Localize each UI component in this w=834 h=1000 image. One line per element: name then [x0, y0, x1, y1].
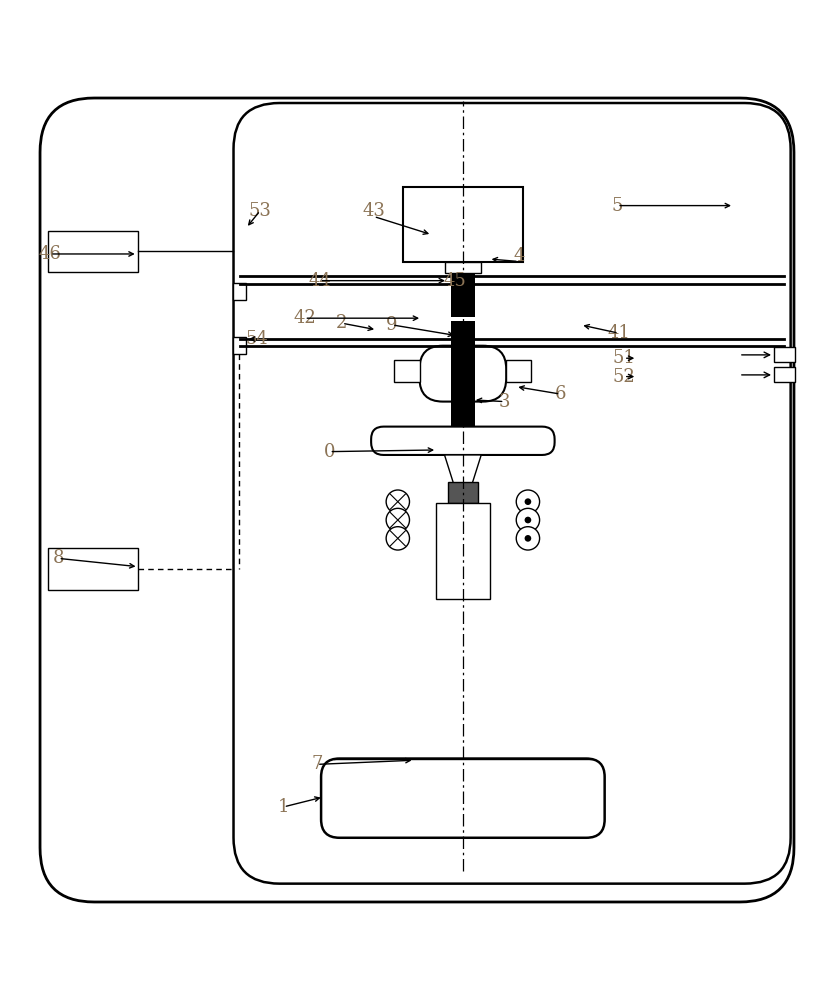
Text: 9: 9 [386, 316, 398, 334]
FancyBboxPatch shape [420, 346, 506, 402]
Text: 8: 8 [53, 549, 64, 567]
Circle shape [525, 535, 531, 542]
Circle shape [386, 490, 409, 513]
FancyBboxPatch shape [321, 759, 605, 838]
Bar [451, 273, 475, 317]
Circle shape [516, 508, 540, 532]
Text: 4: 4 [513, 247, 525, 265]
Circle shape [516, 490, 540, 513]
Text: 0: 0 [324, 443, 335, 461]
Circle shape [525, 498, 531, 505]
Text: 42: 42 [293, 309, 316, 327]
Circle shape [516, 527, 540, 550]
FancyBboxPatch shape [371, 427, 555, 455]
Polygon shape [445, 455, 481, 487]
Bar [448, 482, 478, 503]
Bar [506, 360, 531, 382]
Bar [233, 337, 246, 354]
Text: 41: 41 [607, 324, 631, 342]
Circle shape [386, 527, 409, 550]
Text: 52: 52 [612, 368, 636, 386]
Bar [233, 283, 246, 300]
Bar [774, 367, 795, 382]
Text: 1: 1 [278, 798, 289, 816]
Text: 6: 6 [555, 385, 566, 403]
Text: 3: 3 [499, 393, 510, 411]
Text: 2: 2 [336, 314, 348, 332]
Text: 5: 5 [611, 197, 623, 215]
Text: 53: 53 [249, 202, 272, 220]
Circle shape [386, 508, 409, 532]
Text: 43: 43 [362, 202, 385, 220]
FancyBboxPatch shape [234, 103, 791, 884]
Bar [451, 402, 475, 427]
Circle shape [525, 517, 531, 523]
Polygon shape [455, 487, 471, 498]
Bar [445, 262, 481, 273]
Bar [435, 503, 490, 599]
Bar [403, 187, 523, 262]
Text: 54: 54 [245, 330, 269, 348]
Text: 51: 51 [612, 349, 636, 367]
Text: 7: 7 [311, 755, 323, 773]
Bar [394, 360, 420, 382]
Bar [48, 231, 138, 272]
Text: 45: 45 [443, 272, 466, 290]
Bar [451, 321, 475, 406]
Text: 46: 46 [38, 245, 62, 263]
FancyBboxPatch shape [40, 98, 794, 902]
Text: 44: 44 [308, 272, 331, 290]
Bar [48, 548, 138, 590]
Bar [774, 347, 795, 362]
